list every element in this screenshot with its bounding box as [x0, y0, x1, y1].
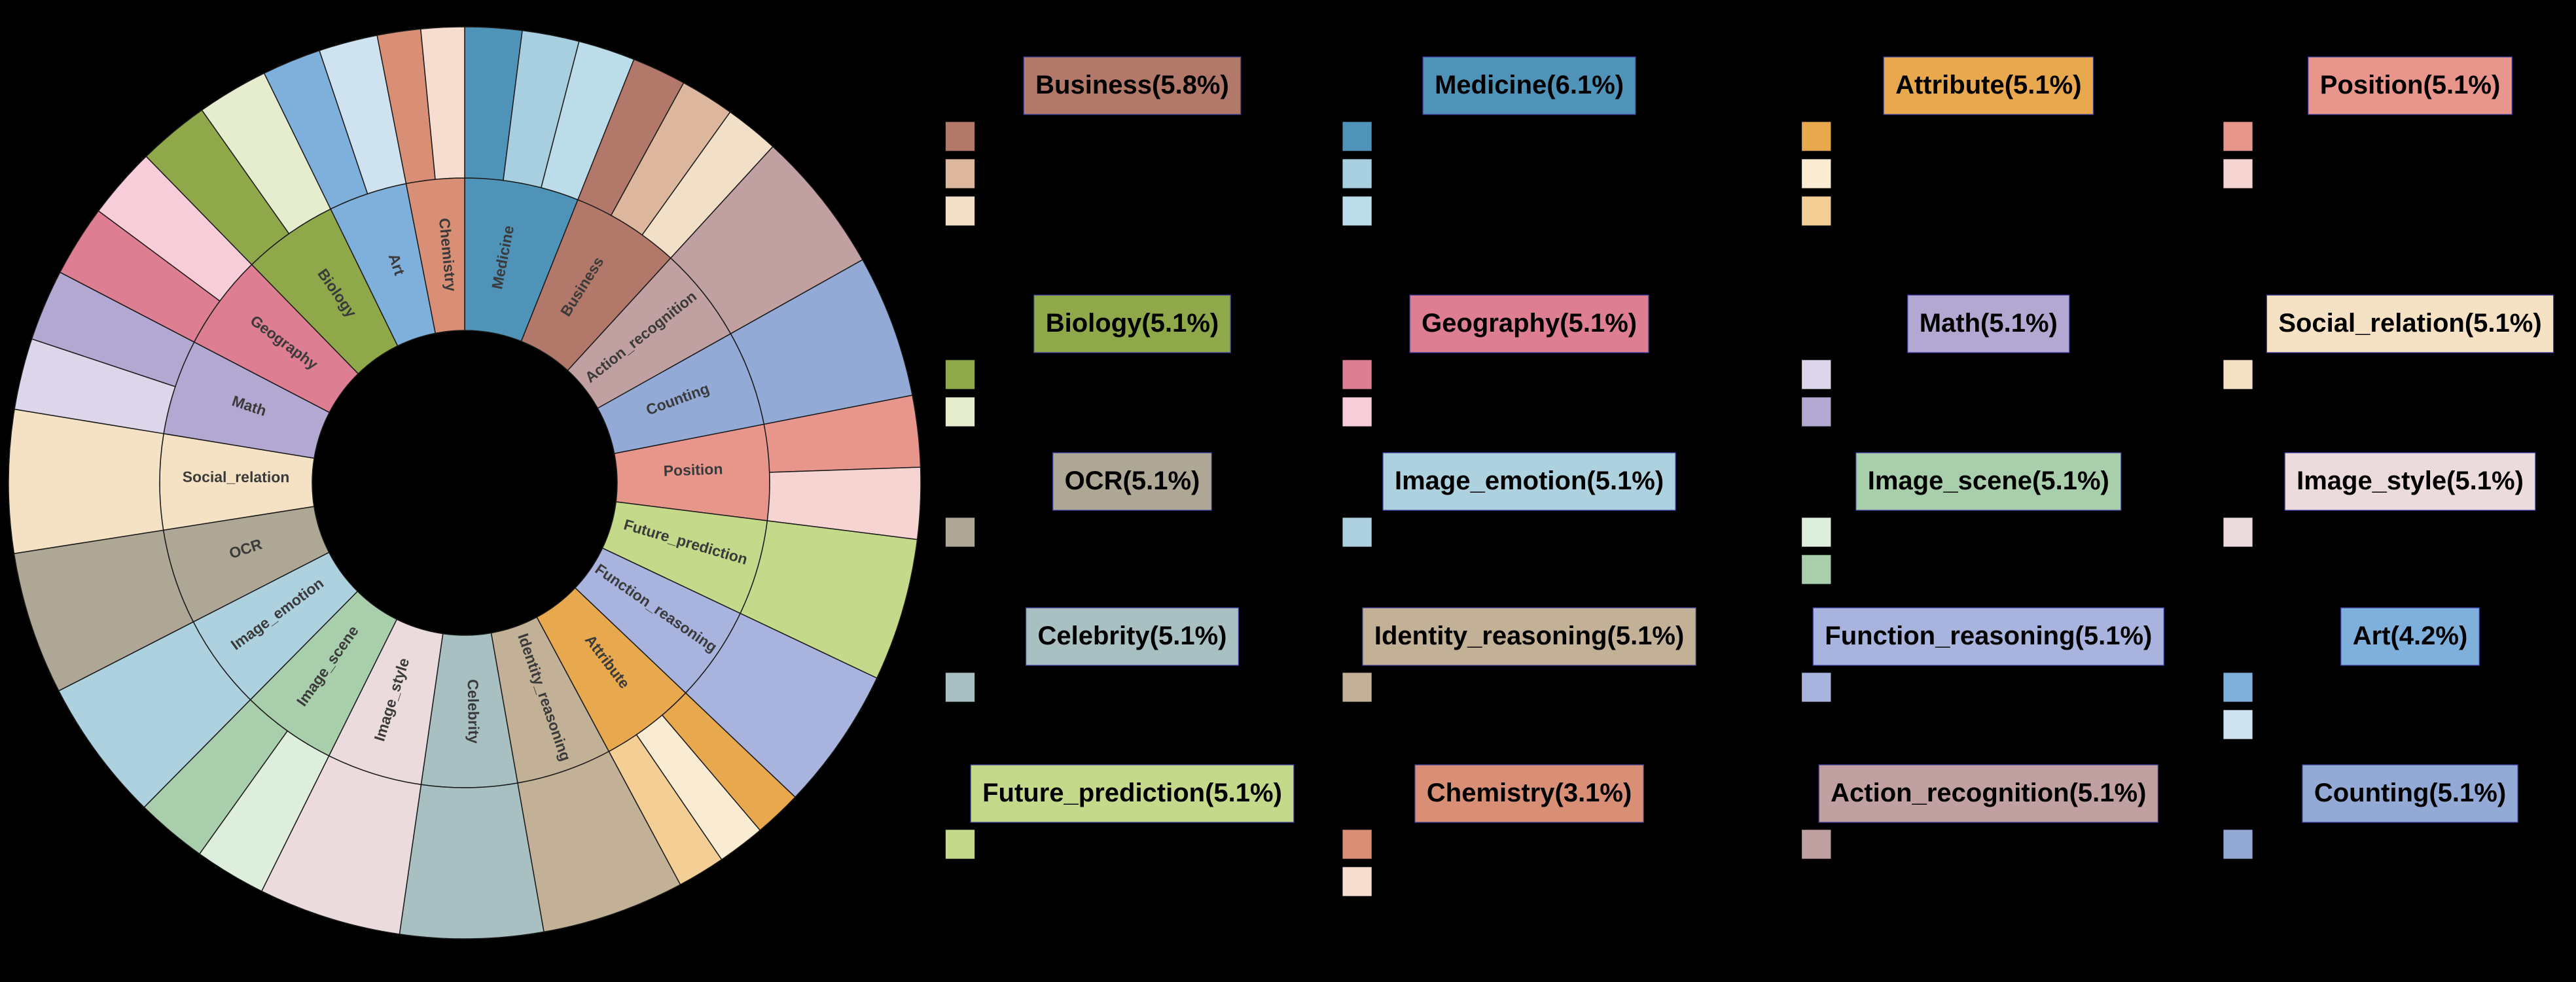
svg-text:Geography(5.1%): Geography(5.1%): [1422, 309, 1637, 338]
svg-text:Position: Position: [663, 460, 723, 479]
svg-text:Future_prediction(5.1%): Future_prediction(5.1%): [982, 779, 1282, 807]
svg-text:Business(5.8%): Business(5.8%): [1035, 71, 1229, 99]
svg-text:Social_relation(5.1%): Social_relation(5.1%): [2278, 309, 2541, 338]
svg-text:Social_relation: Social_relation: [183, 468, 290, 486]
svg-text:Celebrity(5.1%): Celebrity(5.1%): [1038, 622, 1227, 650]
svg-text:Medicine(6.1%): Medicine(6.1%): [1435, 71, 1624, 99]
svg-text:Image_style(5.1%): Image_style(5.1%): [2297, 466, 2524, 495]
svg-text:Art(4.2%): Art(4.2%): [2353, 622, 2468, 650]
svg-text:Identity_reasoning(5.1%): Identity_reasoning(5.1%): [1374, 622, 1684, 650]
svg-text:Function_reasoning(5.1%): Function_reasoning(5.1%): [1825, 622, 2152, 650]
svg-text:Biology(5.1%): Biology(5.1%): [1046, 309, 1219, 338]
svg-text:Attribute(5.1%): Attribute(5.1%): [1895, 71, 2081, 99]
svg-text:Math(5.1%): Math(5.1%): [1920, 309, 2058, 338]
svg-text:Position(5.1%): Position(5.1%): [2320, 71, 2501, 99]
svg-text:OCR(5.1%): OCR(5.1%): [1065, 466, 1200, 495]
svg-text:Celebrity: Celebrity: [465, 679, 483, 744]
svg-text:Counting(5.1%): Counting(5.1%): [2314, 779, 2506, 807]
svg-text:Image_emotion(5.1%): Image_emotion(5.1%): [1395, 466, 1664, 495]
svg-text:Action_recognition(5.1%): Action_recognition(5.1%): [1831, 779, 2146, 807]
svg-text:Chemistry(3.1%): Chemistry(3.1%): [1427, 779, 1632, 807]
svg-text:Image_scene(5.1%): Image_scene(5.1%): [1868, 466, 2109, 495]
